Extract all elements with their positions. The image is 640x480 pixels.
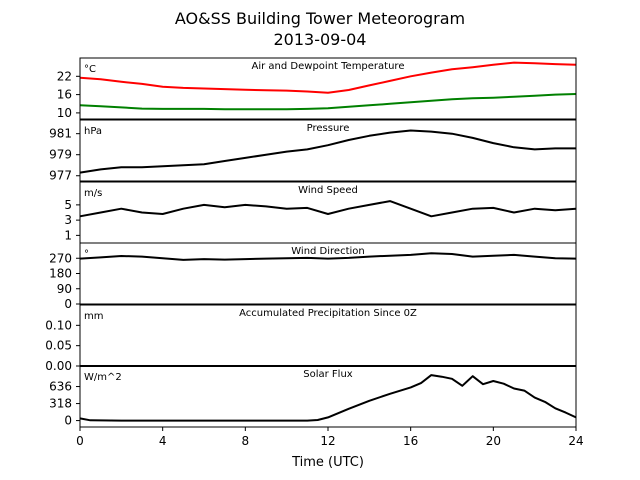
figure-title-line2: 2013-09-04	[274, 30, 367, 49]
y-tick-label-5-2: 636	[49, 380, 72, 394]
y-tick-label-2-1: 3	[64, 213, 72, 227]
y-tick-label-0-1: 16	[57, 88, 72, 102]
panel-title-3: Wind Direction	[291, 246, 365, 257]
figure-title-line1: AO&SS Building Tower Meteorogram	[175, 9, 465, 28]
y-tick-label-3-0: 0	[64, 297, 72, 311]
y-tick-label-4-2: 0.10	[45, 318, 72, 332]
y-tick-label-0-2: 22	[57, 69, 72, 83]
panel-title-1: Pressure	[307, 123, 350, 134]
panel-unit-3: °	[84, 249, 89, 260]
panel-unit-5: W/m^2	[84, 372, 122, 383]
panel-frame-1	[79, 119, 577, 182]
panel-unit-4: mm	[84, 311, 103, 322]
x-axis-label: Time (UTC)	[291, 455, 364, 470]
x-tick-label-6: 24	[568, 434, 583, 448]
y-tick-label-5-1: 318	[49, 397, 72, 411]
panel-frame-0	[79, 57, 577, 120]
series-line-2-0	[79, 200, 577, 218]
panel-title-0: Air and Dewpoint Temperature	[252, 61, 405, 72]
panel-title-2: Wind Speed	[298, 185, 358, 196]
y-tick-label-1-1: 979	[49, 148, 72, 162]
y-tick-label-1-2: 981	[49, 127, 72, 141]
x-tick-label-3: 12	[320, 434, 335, 448]
x-axis: 0 4 8 12 16 20 24	[76, 434, 583, 448]
series-line-3-0	[79, 252, 577, 261]
panel-unit-2: m/s	[84, 188, 102, 199]
panel-1: 977 979 981 hPa Pressure	[49, 119, 577, 183]
x-tick-label-2: 8	[242, 434, 250, 448]
y-tick-label-4-1: 0.05	[45, 339, 72, 353]
y-tick-label-0-0: 10	[57, 106, 72, 120]
panel-0: 10 16 22 °C Air and Dewpoint Temperature	[57, 57, 577, 120]
y-tick-label-2-0: 1	[64, 228, 72, 242]
x-tick-label-5: 20	[486, 434, 501, 448]
x-tick-label-4: 16	[403, 434, 418, 448]
series-line-0-0	[79, 61, 577, 94]
panel-title-4: Accumulated Precipitation Since 0Z	[239, 308, 417, 319]
panel-unit-0: °C	[84, 64, 96, 75]
y-tick-label-3-3: 270	[49, 251, 72, 265]
panel-5: 0 318 636 W/m^2 Solar Flux	[49, 365, 577, 431]
series-line-1-0	[79, 129, 576, 174]
y-tick-label-3-2: 180	[49, 267, 72, 281]
y-tick-label-1-0: 977	[49, 169, 72, 183]
panel-title-5: Solar Flux	[303, 369, 353, 380]
panel-4: 0.00 0.05 0.10 mm Accumulated Precipitation …	[45, 304, 577, 373]
y-tick-label-5-0: 0	[64, 414, 72, 428]
y-tick-label-2-2: 5	[64, 198, 72, 212]
y-tick-label-4-0: 0.00	[45, 359, 72, 373]
x-tick-label-1: 4	[159, 434, 167, 448]
x-tick-label-0: 0	[76, 434, 84, 448]
y-tick-label-3-1: 90	[57, 282, 72, 296]
panel-2: 135 m/s Wind Speed	[64, 181, 577, 244]
series-line-0-1	[79, 93, 577, 111]
panel-unit-1: hPa	[84, 126, 102, 137]
series-line-5-0	[79, 374, 577, 422]
